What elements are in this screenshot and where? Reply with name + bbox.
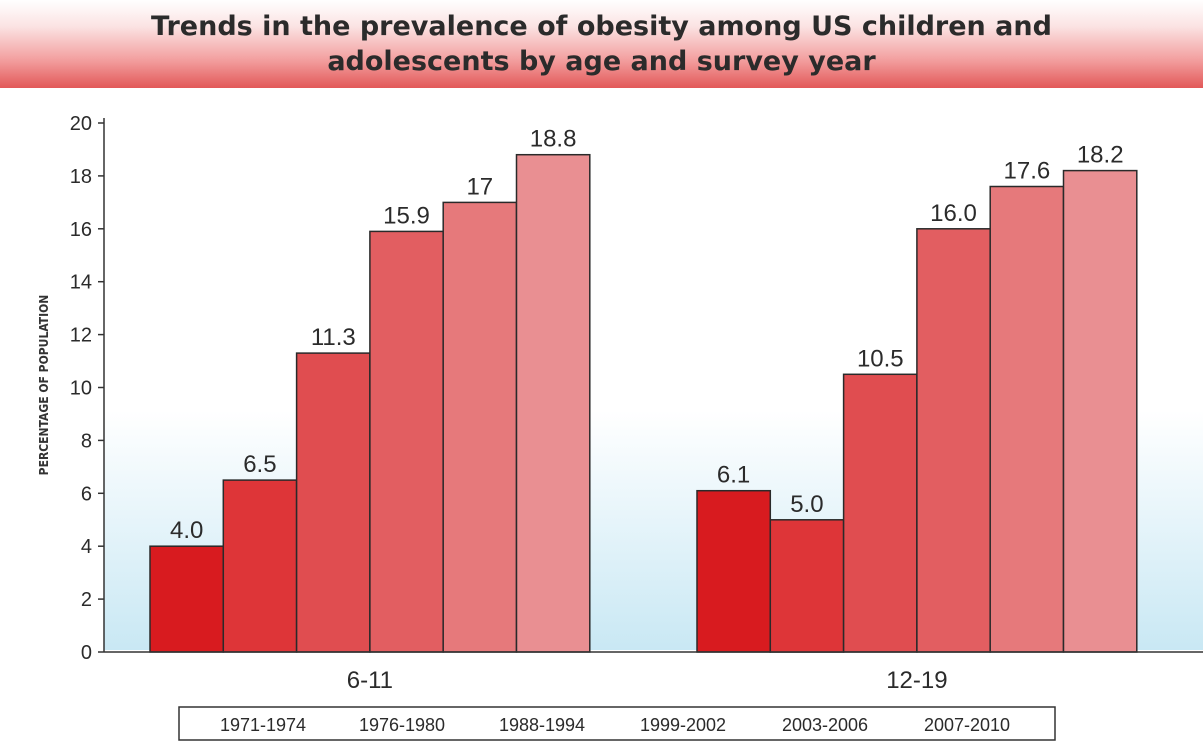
x-category-label: 6-11: [347, 667, 393, 694]
y-tick-label: 20: [70, 113, 92, 135]
bar-value-label: 18.2: [1077, 142, 1124, 169]
bar-value-label: 17: [466, 173, 493, 200]
y-tick-label: 18: [70, 166, 92, 188]
y-tick-label: 2: [81, 589, 92, 611]
bar: [149, 545, 225, 653]
bar-value-label: 10.5: [857, 345, 904, 372]
y-tick-label: 14: [70, 272, 92, 294]
y-tick-label: 16: [70, 219, 92, 241]
y-axis-label: PERCENTAGE OF POPULATION: [37, 295, 51, 476]
bars-layer: 4.0 6.5 11.3 15.9 17 18.8 6.1 5.0 10.5 16.0 17.6 18…: [149, 126, 1138, 653]
bar-value-label: 17.6: [1004, 158, 1051, 185]
y-tick-label: 8: [81, 430, 92, 452]
bar-value-label: 6.5: [243, 451, 276, 478]
title-banner: Trends in the prevalence of obesity amon…: [0, 0, 1203, 88]
y-tick-label: 0: [81, 642, 92, 664]
bar: [515, 153, 591, 653]
bar-value-label: 16.0: [930, 200, 977, 227]
legend-box: [178, 706, 1056, 741]
legend-entry: 1999-2002: [640, 715, 726, 735]
bar: [442, 201, 518, 653]
legend-entry: 2003-2006: [782, 715, 868, 735]
y-tick-label: 12: [70, 325, 92, 347]
bar: [222, 479, 298, 653]
legend-entry: 2007-2010: [924, 715, 1010, 735]
legend-entry: 1976-1980: [359, 715, 445, 735]
bar-value-label: 4.0: [170, 517, 203, 544]
bar: [769, 519, 845, 653]
x-category-label: 12-19: [886, 667, 947, 694]
legend: 1971-1974 1976-1980 1988-1994 1999-2002 2003…: [178, 706, 1056, 741]
chart-title: Trends in the prevalence of obesity amon…: [151, 11, 1052, 77]
bar: [295, 352, 371, 653]
bar: [369, 230, 444, 653]
bar-value-label: 11.3: [311, 324, 356, 351]
bar: [696, 489, 772, 653]
bar-value-label: 6.1: [717, 462, 750, 489]
y-tick-label: 10: [70, 378, 92, 400]
bar: [842, 373, 918, 653]
bar-value-label: 15.9: [383, 202, 430, 229]
legend-entry: 1971-1974: [220, 715, 306, 735]
axis-layer: 0 2 4 6 8 10 12 14 16 18 20 6-11 12-19: [70, 113, 1203, 694]
bar: [916, 228, 991, 653]
legend-entry: 1988-1994: [499, 715, 585, 735]
y-tick-label: 4: [81, 536, 92, 558]
bar-value-label: 5.0: [790, 491, 823, 518]
bar: [1062, 169, 1138, 653]
bar: [989, 185, 1065, 653]
y-tick-label: 6: [81, 483, 92, 505]
bar-value-label: 18.8: [530, 126, 577, 153]
